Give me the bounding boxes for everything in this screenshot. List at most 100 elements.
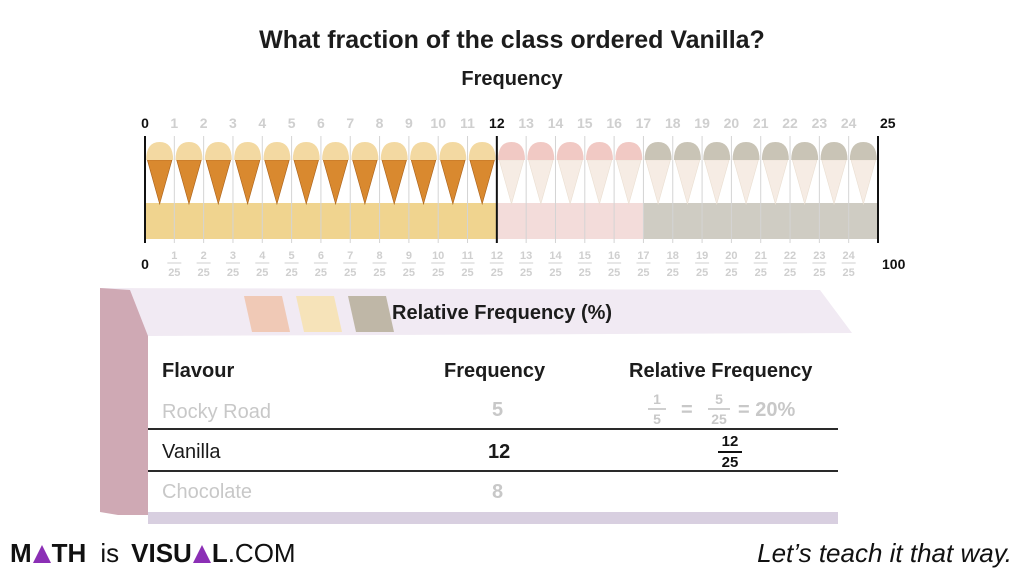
cone-icon xyxy=(733,159,759,206)
scoop-icon xyxy=(644,142,672,160)
top-tick-label: 8 xyxy=(376,115,384,131)
scoop-icon xyxy=(732,142,760,160)
fraction-denominator: 25 xyxy=(227,267,239,279)
cone-icon xyxy=(528,159,554,206)
cone-icon xyxy=(440,159,466,206)
bottom-fraction: 925 xyxy=(401,250,416,279)
top-tick-label: 5 xyxy=(288,115,296,131)
scoop-icon xyxy=(615,142,643,160)
scoop-icon xyxy=(820,142,848,160)
scoop-icon xyxy=(498,142,525,160)
fraction-numerator: 8 xyxy=(376,250,382,262)
scoop-icon xyxy=(791,142,819,160)
fraction-denominator: 25 xyxy=(168,267,180,279)
top-tick-label: 25 xyxy=(880,115,896,131)
math-is-visual-logo: M TH is V ISU L .COM xyxy=(10,538,296,568)
row-vanilla-flavour: Vanilla xyxy=(162,441,221,463)
fraction-numerator: 2 xyxy=(201,250,207,262)
fraction-numerator: 1 xyxy=(171,250,177,262)
row-vanilla-frequency: 12 xyxy=(488,441,511,463)
fraction-numerator: 12 xyxy=(491,250,503,262)
cone-icon xyxy=(176,159,202,206)
scoop-icon xyxy=(380,142,408,160)
scoop-icon xyxy=(556,142,584,160)
table-divider xyxy=(148,428,838,430)
cone-icon xyxy=(352,159,378,206)
row-rocky-road-frequency: 5 xyxy=(492,399,504,421)
cone-icon xyxy=(850,159,877,206)
top-tick-label: 6 xyxy=(317,115,325,131)
relative-frequency-title: Relative Frequency (%) xyxy=(392,302,613,324)
fraction-numerator: 11 xyxy=(462,250,474,262)
scoop-icon xyxy=(263,142,291,160)
scoop-icon xyxy=(468,142,496,160)
row-chocolate-flavour: Chocolate xyxy=(162,481,253,503)
top-tick-label: 1 xyxy=(170,115,178,131)
cone-icon xyxy=(498,159,525,206)
fraction-denominator: 25 xyxy=(461,267,473,279)
flavour-chip xyxy=(244,296,290,332)
fraction-numerator: 4 xyxy=(259,250,266,262)
fraction-denominator: 25 xyxy=(285,267,297,279)
cone-icon xyxy=(205,159,232,206)
top-tick-label: 7 xyxy=(346,115,354,131)
bottom-fraction: 125 xyxy=(167,250,182,279)
top-tick-label: 13 xyxy=(518,115,534,131)
fraction-denominator: 25 xyxy=(784,267,796,279)
top-tick-label: 16 xyxy=(606,115,622,131)
bottom-fraction: 325 xyxy=(225,250,240,279)
fraction-denominator: 25 xyxy=(755,267,767,279)
bottom-fraction: 825 xyxy=(372,250,387,279)
fraction-numerator: 16 xyxy=(608,250,620,262)
header-flavour: Flavour xyxy=(162,360,235,382)
top-tick-label: 2 xyxy=(200,115,208,131)
row-rocky-road-fraction-2: 5 25 xyxy=(708,392,730,426)
triangle-a-icon xyxy=(192,544,211,563)
fraction-denominator: 25 xyxy=(432,267,444,279)
cone-icon xyxy=(557,159,583,206)
row-rocky-road-equals: = xyxy=(681,399,693,421)
scoop-icon xyxy=(351,142,379,160)
fraction-denominator: 25 xyxy=(637,267,649,279)
top-tick-label: 12 xyxy=(489,115,505,131)
bottom-zero-label: 0 xyxy=(141,256,149,272)
fraction-denominator: 25 xyxy=(549,267,561,279)
bottom-fraction: 425 xyxy=(255,250,270,279)
row-rocky-road-flavour: Rocky Road xyxy=(162,401,271,423)
fraction-denominator: 25 xyxy=(520,267,532,279)
header-frequency: Frequency xyxy=(444,360,546,382)
fraction-denominator: 25 xyxy=(256,267,268,279)
fraction-numerator: 5 xyxy=(289,250,295,262)
scoop-icon xyxy=(146,142,174,160)
fraction-numerator: 17 xyxy=(637,250,649,262)
top-tick-label: 15 xyxy=(577,115,593,131)
fraction-denominator: 25 xyxy=(667,267,679,279)
segment-bar-1 xyxy=(496,203,644,239)
cone-icon xyxy=(704,159,730,206)
fraction-numerator: 21 xyxy=(755,250,767,262)
fraction-numerator: 19 xyxy=(696,250,708,262)
frequency-label: Frequency xyxy=(461,68,563,90)
scoop-icon xyxy=(410,142,438,160)
cone-icon xyxy=(821,159,847,206)
cone-icon xyxy=(264,159,290,206)
scoop-icon xyxy=(849,142,877,160)
fraction-denominator: 25 xyxy=(315,267,327,279)
fraction-denominator: 25 xyxy=(344,267,356,279)
top-tick-label: 20 xyxy=(724,115,740,131)
top-tick-label: 17 xyxy=(636,115,652,131)
